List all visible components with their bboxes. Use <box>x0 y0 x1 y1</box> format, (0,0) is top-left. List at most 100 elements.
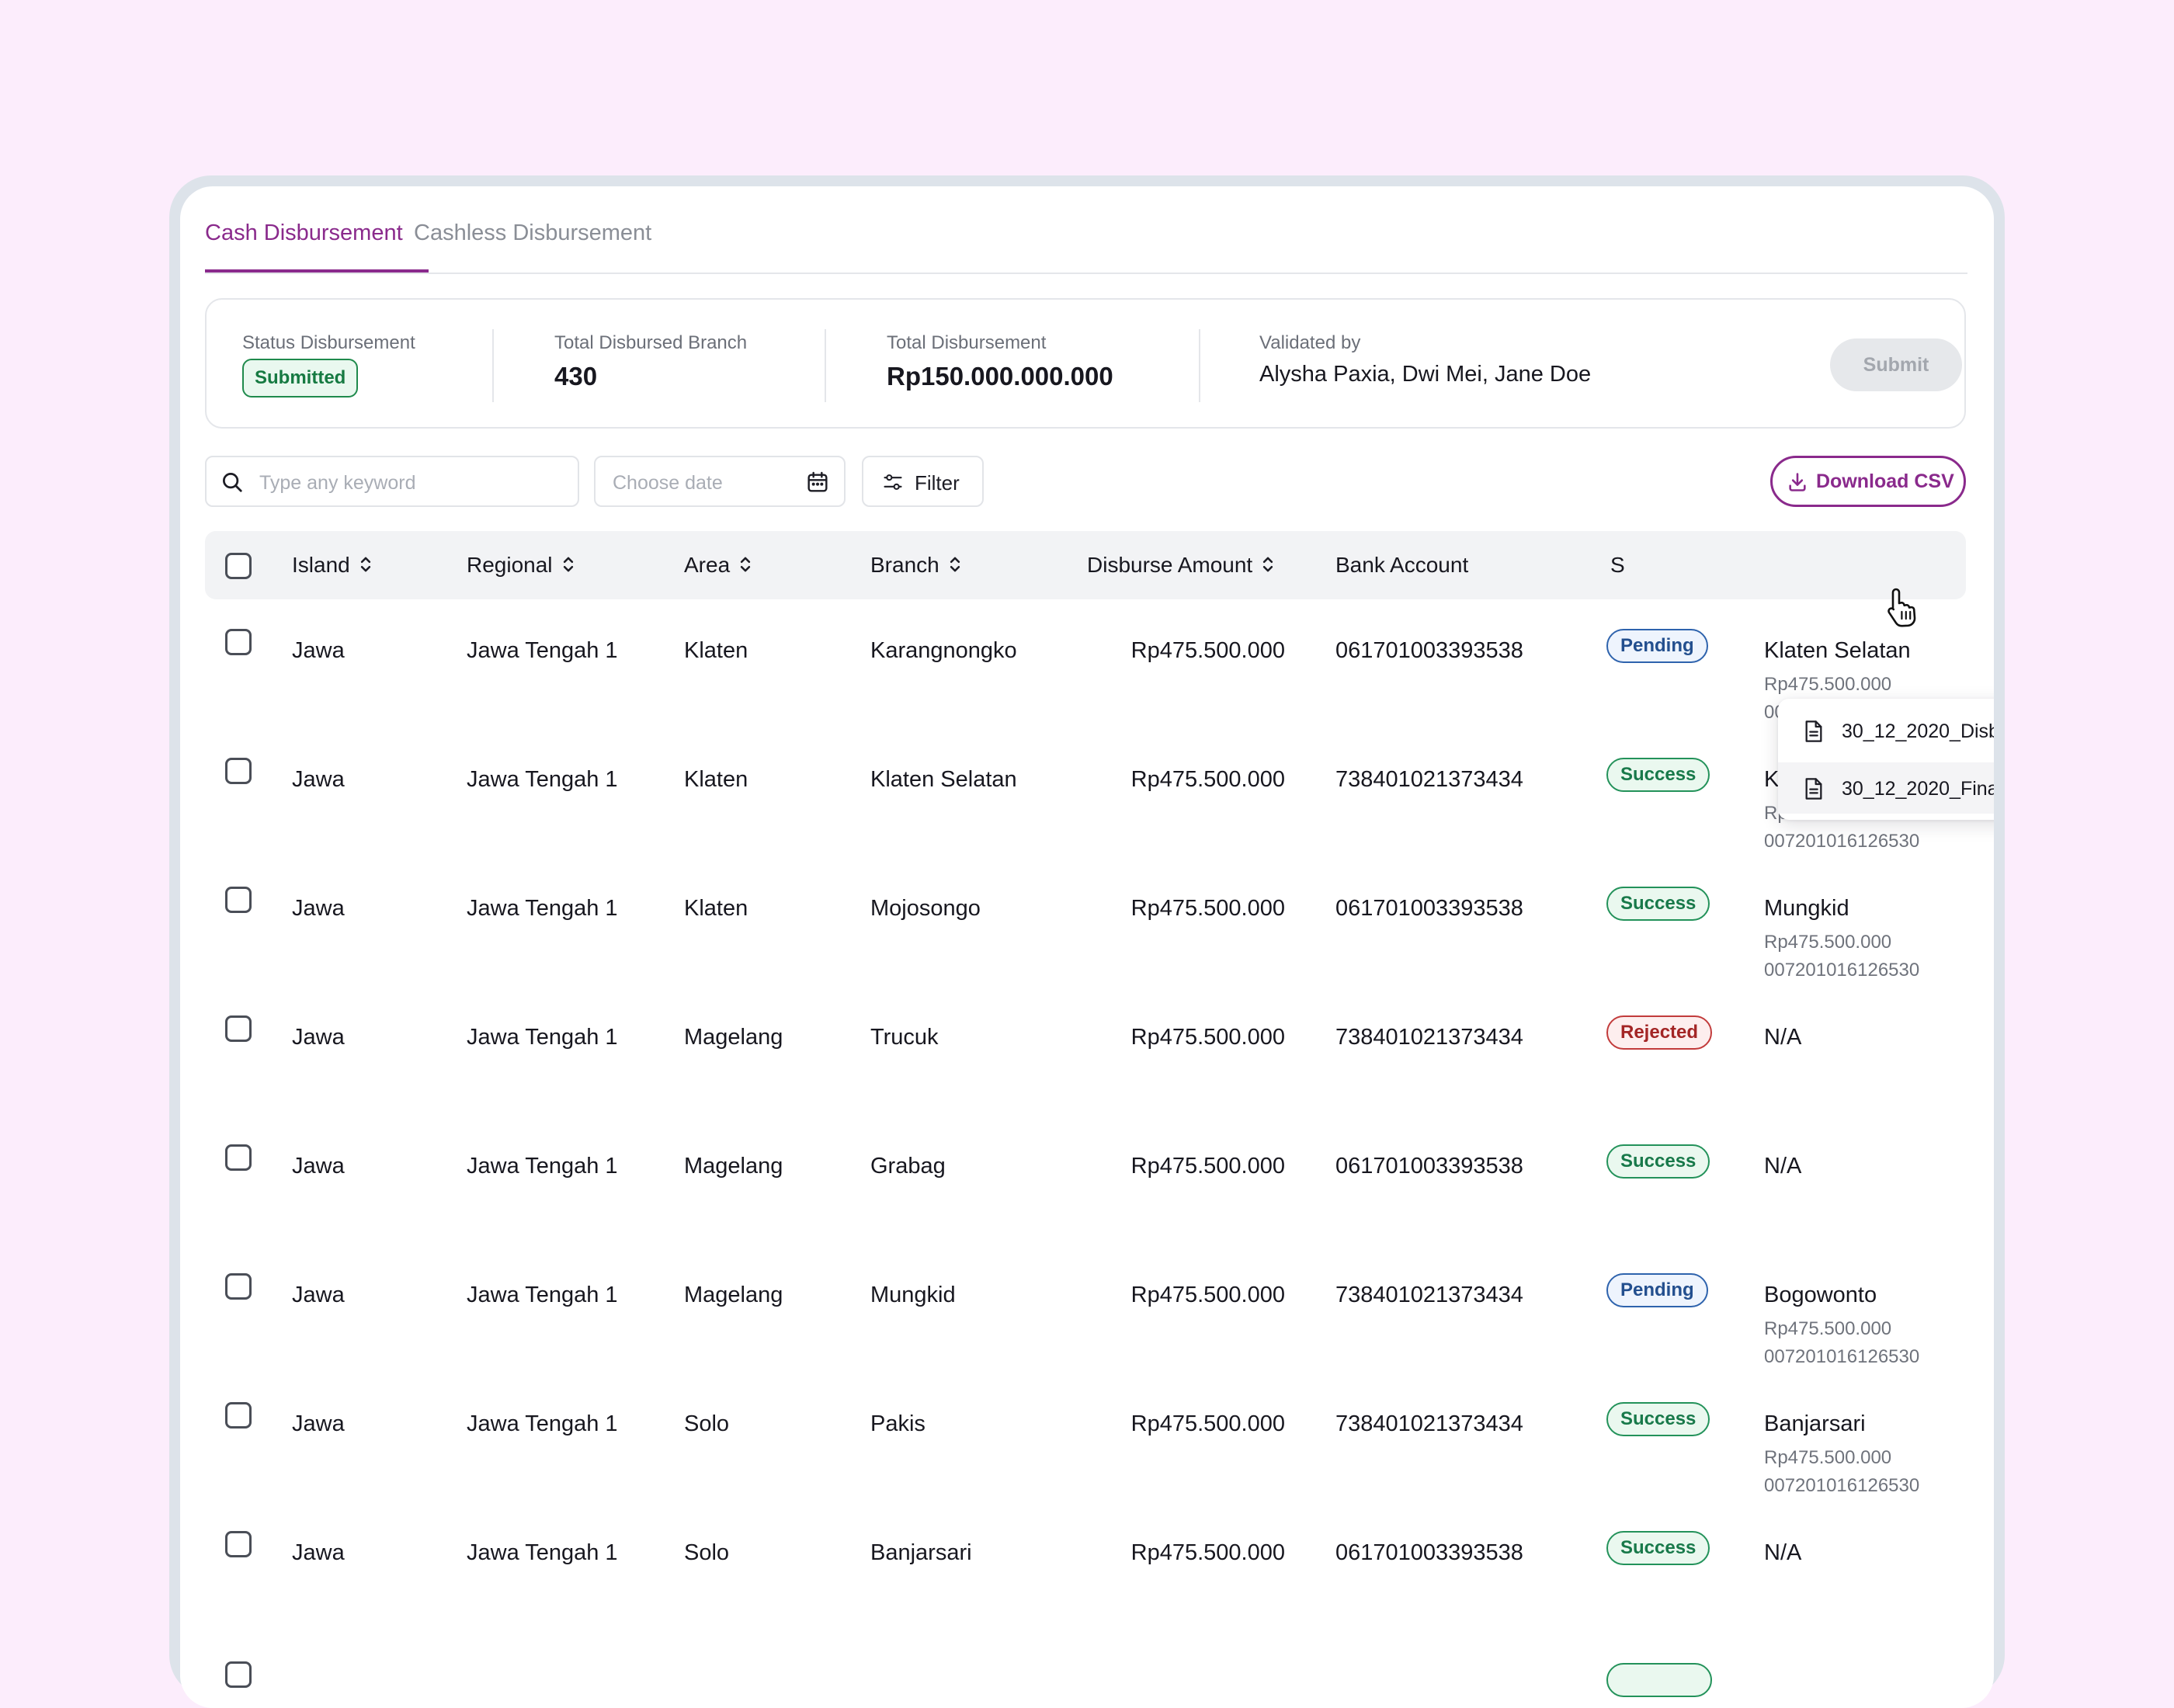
cell-regional: Jawa Tengah 1 <box>467 1540 618 1565</box>
cell-bank-account: 061701003393538 <box>1335 896 1523 921</box>
cell-island: Jawa <box>292 1540 345 1565</box>
validated-by-value: Alysha Paxia, Dwi Mei, Jane Doe <box>1259 362 1592 387</box>
cell-disburse-amount: Rp475.500.000 <box>1130 1540 1285 1565</box>
row-checkbox[interactable] <box>225 629 252 655</box>
sort-icon[interactable] <box>947 554 963 575</box>
search-input[interactable] <box>258 468 571 498</box>
cell-regional: Jawa Tengah 1 <box>467 638 618 663</box>
sort-icon[interactable] <box>738 554 753 575</box>
column-header-label: Regional <box>467 553 553 577</box>
select-all-checkbox[interactable] <box>225 553 252 579</box>
table-row: Jawa Jawa Tengah 1 Solo Pakis Rp475.500.000 7… <box>205 1402 1966 1531</box>
cell-branch: Klaten Selatan <box>870 767 1017 792</box>
row-checkbox[interactable] <box>225 1402 252 1429</box>
row-checkbox[interactable] <box>225 758 252 784</box>
disbursement-summary: Status Disbursement Submitted Total Disb… <box>205 298 1966 429</box>
cell-destination-account: 007201016126530 <box>1764 831 1920 852</box>
sort-icon[interactable] <box>358 554 373 575</box>
status-badge: Success <box>1606 758 1710 792</box>
row-checkbox[interactable] <box>225 1661 252 1688</box>
search-icon <box>223 473 242 492</box>
download-csv-button[interactable]: Download CSV <box>1770 456 1966 507</box>
cell-regional: Jawa Tengah 1 <box>467 1154 618 1179</box>
cell-destination-branch: N/A <box>1764 1540 1802 1565</box>
cell-branch: Grabag <box>870 1154 946 1179</box>
cell-destination-amount: Rp475.500.000 <box>1764 932 1892 953</box>
table-row: Jawa Jawa Tengah 1 Magelang Mungkid Rp475.50… <box>205 1273 1966 1402</box>
cell-destination-amount: Rp475.500.000 <box>1764 1447 1892 1468</box>
sort-icon[interactable] <box>561 554 576 575</box>
cell-disburse-amount: Rp475.500.000 <box>1130 1154 1285 1179</box>
cell-island: Jawa <box>292 1154 345 1179</box>
cell-area: Klaten <box>684 896 748 921</box>
table-row: Jawa Jawa Tengah 1 Magelang Trucuk Rp475.500… <box>205 1015 1966 1144</box>
date-input[interactable] <box>611 468 793 498</box>
status-badge: Success <box>1606 887 1710 921</box>
column-header-branch[interactable]: Branch <box>870 553 963 578</box>
divider <box>825 329 826 402</box>
submit-button[interactable]: Submit <box>1830 338 1962 391</box>
cell-disburse-amount: Rp475.500.000 <box>1130 767 1285 792</box>
cell-area: Magelang <box>684 1154 783 1179</box>
status-badge: Pending <box>1606 1273 1708 1307</box>
cell-area: Solo <box>684 1411 730 1436</box>
download-menu-item-disbursement[interactable]: 30_12_2020_Disbursement.csv <box>1778 705 1994 756</box>
cell-destination-branch: Mungkid <box>1764 896 1849 921</box>
column-header-area[interactable]: Area <box>684 553 753 578</box>
validated-by-label: Validated by <box>1259 332 1361 353</box>
filter-button[interactable]: Filter <box>862 456 984 507</box>
cell-destination-amount: Rp475.500.000 <box>1764 1318 1892 1339</box>
cell-regional: Jawa Tengah 1 <box>467 896 618 921</box>
date-picker[interactable] <box>594 456 846 507</box>
cell-branch: Trucuk <box>870 1025 939 1050</box>
filter-icon <box>884 474 902 490</box>
status-badge: Success <box>1606 1402 1710 1436</box>
cell-island: Jawa <box>292 1411 345 1436</box>
cell-regional: Jawa Tengah 1 <box>467 1025 618 1050</box>
active-tab-indicator <box>205 269 429 273</box>
row-checkbox[interactable] <box>225 1273 252 1300</box>
tab-cashless-disbursement[interactable]: Cashless Disbursement <box>414 220 652 245</box>
column-header-island[interactable]: Island <box>292 553 373 578</box>
row-checkbox[interactable] <box>225 1531 252 1557</box>
cell-disburse-amount: Rp475.500.000 <box>1130 1283 1285 1307</box>
cell-island: Jawa <box>292 638 345 663</box>
download-menu-item-label: 30_12_2020_Disbursement.csv <box>1842 720 1994 742</box>
download-menu-item-finance[interactable]: 30_12_2020_Finance.csv <box>1778 762 1994 814</box>
status-badge: Pending <box>1606 629 1708 663</box>
tab-cash-disbursement[interactable]: Cash Disbursement <box>205 220 403 245</box>
column-header-bank-account: Bank Account <box>1335 553 1469 577</box>
cell-regional: Jawa Tengah 1 <box>467 1411 618 1436</box>
hand-cursor-icon <box>1887 588 1916 627</box>
total-disbursement-value: Rp150.000.000.000 <box>887 362 1113 391</box>
column-header-regional[interactable]: Regional <box>467 553 576 578</box>
download-icon <box>1789 473 1806 491</box>
cell-area: Klaten <box>684 638 748 663</box>
divider <box>1199 329 1200 402</box>
column-header-label: Disburse Amount <box>1087 553 1253 577</box>
cell-bank-account: 738401021373434 <box>1335 767 1523 792</box>
cell-destination-account: 007201016126530 <box>1764 1346 1920 1367</box>
cell-area: Solo <box>684 1540 730 1565</box>
cell-destination-branch: Klaten Selatan <box>1764 638 1911 663</box>
cell-branch: Banjarsari <box>870 1540 972 1565</box>
cell-destination-branch: N/A <box>1764 1154 1802 1179</box>
status-badge <box>1606 1663 1712 1697</box>
status-badge: Success <box>1606 1531 1710 1565</box>
row-checkbox[interactable] <box>225 887 252 913</box>
cell-bank-account: 061701003393538 <box>1335 638 1523 663</box>
table-row: Jawa Jawa Tengah 1 Solo Banjarsari Rp475.500… <box>205 1531 1966 1660</box>
total-disbursement-label: Total Disbursement <box>887 332 1047 353</box>
cell-area: Klaten <box>684 767 748 792</box>
row-checkbox[interactable] <box>225 1015 252 1042</box>
total-branch-label: Total Disbursed Branch <box>554 332 748 353</box>
row-checkbox[interactable] <box>225 1144 252 1171</box>
sort-icon[interactable] <box>1260 554 1276 575</box>
cell-disburse-amount: Rp475.500.000 <box>1130 1025 1285 1050</box>
column-header-disburse-amount[interactable]: Disburse Amount <box>1087 553 1276 578</box>
disbursement-card: Cash Disbursement Cashless Disbursement … <box>180 186 1994 1708</box>
table-row <box>205 1660 1966 1708</box>
cell-bank-account: 738401021373434 <box>1335 1411 1523 1436</box>
filter-label: Filter <box>915 471 960 495</box>
calendar-icon[interactable] <box>805 470 830 495</box>
